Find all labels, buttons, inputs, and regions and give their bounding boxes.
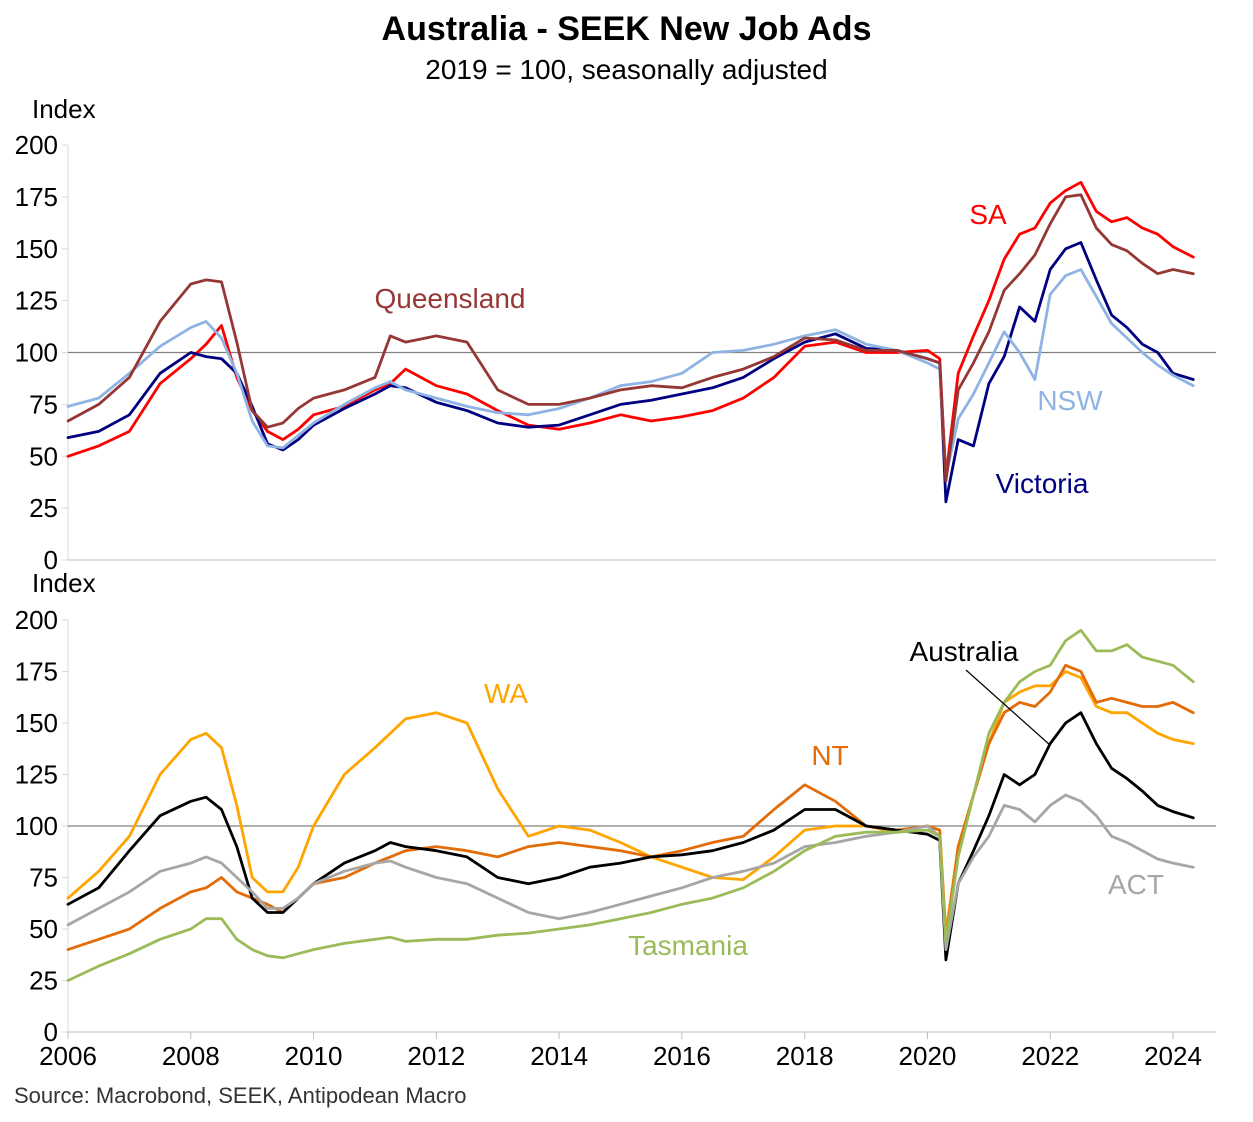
series-label-tasmania: Tasmania bbox=[628, 930, 748, 961]
y-tick-label: 50 bbox=[29, 441, 58, 471]
series-line-tasmania bbox=[66, 628, 1195, 982]
series-label-act: ACT bbox=[1108, 869, 1164, 900]
chart-title: Australia - SEEK New Job Ads bbox=[381, 10, 872, 48]
y-tick-label: 25 bbox=[29, 493, 58, 523]
series-label-nsw: NSW bbox=[1037, 385, 1103, 416]
y-axis-label-2: Index bbox=[32, 568, 96, 598]
australia-label-leader bbox=[965, 669, 1051, 746]
y-tick-label: 100 bbox=[15, 338, 58, 368]
series-label-victoria: Victoria bbox=[996, 468, 1089, 499]
y-tick-label: 50 bbox=[29, 914, 58, 944]
series-line-sa bbox=[66, 180, 1195, 479]
series-label-nt: NT bbox=[811, 740, 848, 771]
x-tick-label: 2016 bbox=[653, 1041, 711, 1071]
x-tick-label: 2008 bbox=[162, 1041, 220, 1071]
y-tick-label: 0 bbox=[44, 545, 58, 575]
source-note: Source: Macrobond, SEEK, Antipodean Macr… bbox=[14, 1083, 467, 1108]
y-tick-label: 200 bbox=[15, 130, 58, 160]
x-tick-label: 2022 bbox=[1021, 1041, 1079, 1071]
series-line-act bbox=[66, 793, 1195, 951]
y-tick-label: 200 bbox=[15, 605, 58, 635]
series-line-australia bbox=[66, 711, 1195, 962]
series-label-wa: WA bbox=[484, 678, 528, 709]
series-line-nsw bbox=[66, 268, 1195, 479]
y-tick-label: 25 bbox=[29, 966, 58, 996]
series-label-queensland: Queensland bbox=[374, 283, 525, 314]
y-axis-label-1: Index bbox=[32, 94, 96, 124]
y-tick-label: 175 bbox=[15, 657, 58, 687]
x-tick-label: 2020 bbox=[899, 1041, 957, 1071]
x-tick-label: 2014 bbox=[530, 1041, 588, 1071]
y-tick-label: 150 bbox=[15, 234, 58, 264]
x-tick-label: 2006 bbox=[39, 1041, 97, 1071]
y-tick-label: 150 bbox=[15, 708, 58, 738]
series-line-victoria bbox=[66, 241, 1195, 504]
y-tick-label: 75 bbox=[29, 389, 58, 419]
series-line-queensland bbox=[66, 193, 1195, 483]
series-label-australia: Australia bbox=[910, 636, 1019, 667]
x-tick-label: 2012 bbox=[407, 1041, 465, 1071]
y-tick-label: 75 bbox=[29, 863, 58, 893]
y-tick-label: 175 bbox=[15, 182, 58, 212]
y-tick-label: 125 bbox=[15, 760, 58, 790]
y-tick-label: 100 bbox=[15, 811, 58, 841]
x-tick-label: 2024 bbox=[1144, 1041, 1202, 1071]
chart-subtitle: 2019 = 100, seasonally adjusted bbox=[425, 54, 828, 85]
series-line-wa bbox=[66, 670, 1195, 935]
x-tick-label: 2010 bbox=[285, 1041, 343, 1071]
x-tick-label: 2018 bbox=[776, 1041, 834, 1071]
y-tick-label: 125 bbox=[15, 286, 58, 316]
y-tick-label: 0 bbox=[44, 1017, 58, 1047]
series-label-sa: SA bbox=[969, 199, 1007, 230]
